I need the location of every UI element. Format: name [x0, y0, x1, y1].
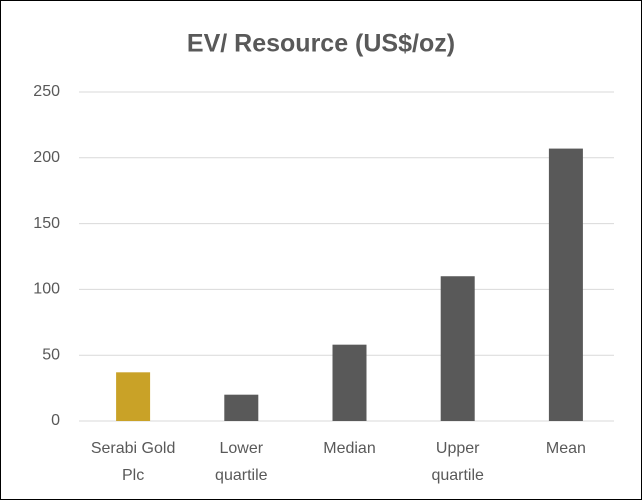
x-tick-label-box: Upper quartile — [431, 440, 484, 484]
x-tick-label: Median — [323, 440, 376, 457]
chart-title: EV/ Resource (US$/oz) — [187, 30, 455, 58]
x-tick-label: Lower quartile — [215, 440, 268, 484]
y-tick-label: 250 — [33, 83, 60, 100]
x-tick-label-box: Mean — [545, 440, 586, 457]
x-tick-label: Upper quartile — [431, 440, 484, 484]
bar — [224, 394, 259, 421]
y-tick-label: 150 — [33, 215, 60, 232]
y-tick-label: 100 — [33, 281, 60, 298]
y-tick-label: 200 — [33, 149, 60, 166]
bar — [116, 372, 151, 421]
bar — [440, 276, 475, 421]
y-tick-label: 50 — [42, 346, 60, 363]
bar — [332, 344, 367, 421]
x-tick-label: Serabi Gold Plc — [90, 440, 176, 484]
x-tick-label-box: Serabi Gold Plc — [90, 440, 176, 484]
bar — [548, 148, 583, 421]
x-tick-label-box: Median — [323, 440, 376, 457]
x-tick-label: Mean — [545, 440, 586, 457]
y-tick-label: 0 — [51, 412, 60, 429]
x-tick-label-box: Lower quartile — [215, 440, 268, 484]
